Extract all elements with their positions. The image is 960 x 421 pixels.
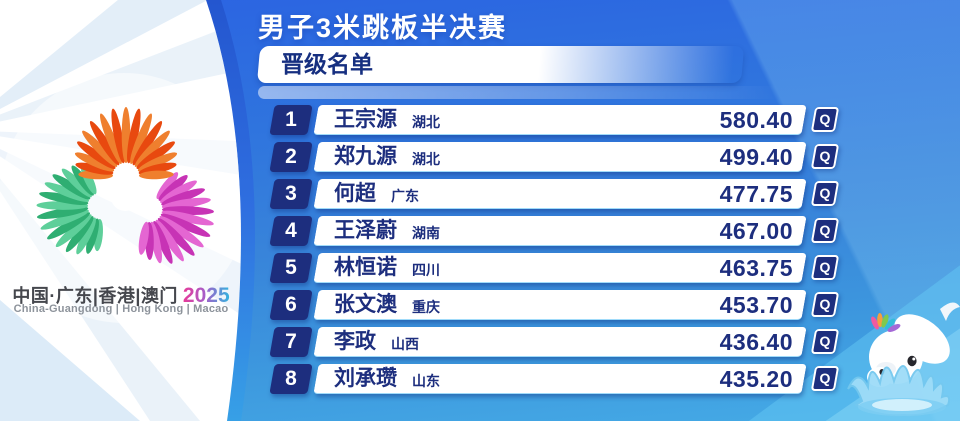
water-splash bbox=[847, 365, 951, 417]
result-row: 6 张文澳 重庆 453.70 Q bbox=[272, 290, 837, 320]
rank-badge: 5 bbox=[272, 253, 310, 283]
rank-number: 4 bbox=[285, 219, 297, 242]
athlete-name: 王泽蔚 bbox=[334, 219, 397, 242]
province-label: 湖南 bbox=[412, 225, 440, 241]
province-label: 四川 bbox=[412, 262, 440, 278]
qualified-letter: Q bbox=[819, 222, 831, 238]
athlete-bar: 王宗源 湖北 580.40 bbox=[316, 105, 804, 135]
province-label: 湖北 bbox=[412, 151, 440, 167]
qualified-badge: Q bbox=[813, 292, 837, 317]
athlete-name: 何超 bbox=[334, 182, 376, 205]
rank-badge: 7 bbox=[272, 327, 310, 357]
result-row: 4 王泽蔚 湖南 467.00 Q bbox=[272, 216, 837, 246]
rank-number: 5 bbox=[285, 256, 297, 279]
qualified-badge: Q bbox=[813, 329, 837, 354]
qualified-letter: Q bbox=[819, 259, 831, 275]
score-value: 463.75 bbox=[719, 255, 793, 281]
qualified-badge: Q bbox=[813, 144, 837, 169]
games-year: 2025 bbox=[182, 284, 230, 307]
athlete-bar: 刘承瓒 山东 435.20 bbox=[316, 364, 804, 394]
rank-badge: 4 bbox=[272, 216, 310, 246]
event-title: 男子3米跳板半决赛 bbox=[258, 13, 508, 43]
province-label: 山西 bbox=[391, 336, 419, 352]
province-label: 湖北 bbox=[412, 114, 440, 130]
athlete-name: 王宗源 bbox=[334, 108, 397, 131]
qualified-badge: Q bbox=[813, 218, 837, 243]
qualified-letter: Q bbox=[819, 333, 831, 349]
qualified-letter: Q bbox=[819, 111, 831, 127]
result-row: 7 李政 山西 436.40 Q bbox=[272, 327, 837, 357]
rank-badge: 2 bbox=[272, 142, 310, 172]
mascot-dolphin-splash-icon bbox=[847, 302, 960, 417]
result-row: 5 林恒诺 四川 463.75 Q bbox=[272, 253, 837, 283]
host-cities-text: 中国·广东|香港|澳门 bbox=[12, 286, 178, 306]
athlete-name: 张文澳 bbox=[334, 293, 397, 316]
score-value: 435.20 bbox=[719, 366, 793, 392]
result-row: 2 郑九源 湖北 499.40 Q bbox=[272, 142, 837, 172]
result-row: 3 何超 广东 477.75 Q bbox=[272, 179, 837, 209]
score-value: 580.40 bbox=[719, 107, 793, 133]
score-value: 436.40 bbox=[719, 329, 793, 355]
province-label: 山东 bbox=[412, 373, 440, 389]
banner-streak bbox=[258, 86, 806, 99]
rank-badge: 1 bbox=[272, 105, 310, 135]
athlete-bar: 何超 广东 477.75 bbox=[316, 179, 804, 209]
rank-number: 3 bbox=[285, 182, 297, 205]
score-value: 453.70 bbox=[719, 292, 793, 318]
athlete-name: 郑九源 bbox=[334, 145, 397, 168]
score-value: 467.00 bbox=[719, 218, 793, 244]
qualified-badge: Q bbox=[813, 107, 837, 132]
host-cities-line-en: China-Guangdong | Hong Kong | Macao bbox=[13, 303, 229, 315]
rank-badge: 3 bbox=[272, 179, 310, 209]
rank-number: 1 bbox=[285, 108, 297, 131]
left-panel bbox=[0, 0, 255, 421]
athlete-bar: 李政 山西 436.40 bbox=[316, 327, 804, 357]
mascot-rainbow-crest bbox=[871, 313, 901, 332]
athlete-name: 林恒诺 bbox=[334, 256, 397, 279]
score-value: 499.40 bbox=[719, 144, 793, 170]
athlete-bar: 张文澳 重庆 453.70 bbox=[316, 290, 804, 320]
province-label: 重庆 bbox=[412, 299, 440, 315]
results-list: 1 王宗源 湖北 580.40 Q 2 郑九源 湖北 499.40 Q 3 何超… bbox=[272, 105, 837, 401]
rank-number: 6 bbox=[285, 293, 297, 316]
athlete-bar: 郑九源 湖北 499.40 bbox=[316, 142, 804, 172]
athlete-name: 刘承瓒 bbox=[334, 367, 397, 390]
athlete-name: 李政 bbox=[334, 330, 376, 353]
host-cities-line-cn: 中国·广东|香港|澳门 2025 bbox=[8, 282, 234, 308]
rank-number: 7 bbox=[285, 330, 297, 353]
qualification-banner: 晋级名单 bbox=[257, 46, 741, 83]
score-value: 477.75 bbox=[719, 181, 793, 207]
qualified-badge: Q bbox=[813, 255, 837, 280]
rank-number: 8 bbox=[285, 367, 297, 390]
national-games-logo bbox=[36, 107, 214, 264]
rank-badge: 8 bbox=[272, 364, 310, 394]
rank-badge: 6 bbox=[272, 290, 310, 320]
result-row: 1 王宗源 湖北 580.40 Q bbox=[272, 105, 837, 135]
qualified-letter: Q bbox=[819, 185, 831, 201]
rank-number: 2 bbox=[285, 145, 297, 168]
qualification-label: 晋级名单 bbox=[281, 51, 373, 77]
qualified-badge: Q bbox=[813, 181, 837, 206]
result-row: 8 刘承瓒 山东 435.20 Q bbox=[272, 364, 837, 394]
athlete-bar: 林恒诺 四川 463.75 bbox=[316, 253, 804, 283]
province-label: 广东 bbox=[391, 188, 419, 204]
qualified-letter: Q bbox=[819, 296, 831, 312]
qualified-badge: Q bbox=[813, 366, 837, 391]
athlete-bar: 王泽蔚 湖南 467.00 bbox=[316, 216, 804, 246]
qualified-letter: Q bbox=[819, 370, 831, 386]
qualified-letter: Q bbox=[819, 148, 831, 164]
